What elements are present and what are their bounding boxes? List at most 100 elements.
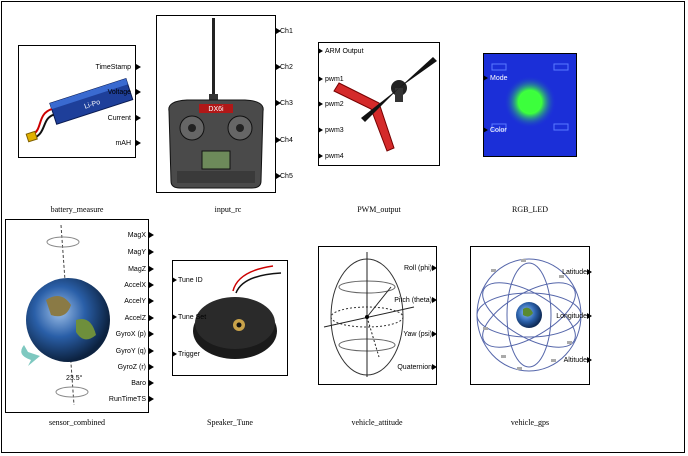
rc-ch3-arrow (276, 100, 281, 106)
svg-text:Li-Po: Li-Po (84, 99, 102, 111)
rc-ch4-port[interactable]: Ch4 (280, 137, 293, 144)
pwm-output-title: PWM_output (357, 205, 401, 214)
gps-longitude-arrow (587, 313, 592, 319)
sensor-magx-port[interactable]: MagX (127, 232, 146, 239)
battery-voltage-port[interactable]: Voltage (107, 89, 131, 96)
battery-current-arrow (136, 115, 141, 121)
attitude-pitch-arrow (432, 297, 437, 303)
battery-timestamp-port[interactable]: TimeStamp (95, 64, 131, 71)
vehicle-attitude-block[interactable] (318, 246, 437, 385)
speaker-tuneid-port[interactable]: Tune ID (178, 277, 203, 284)
pwm-pwm1-arrow (318, 76, 323, 82)
rgb-color-port[interactable]: Color (490, 127, 507, 134)
pwm-pwm1-port[interactable]: pwm1 (325, 76, 344, 83)
pwm-pwm2-arrow (318, 101, 323, 107)
speaker-tuneset-arrow (172, 314, 177, 320)
rgb-mode-port[interactable]: Mode (490, 75, 508, 82)
rc-ch2-arrow (276, 64, 281, 70)
gps-constellation-icon (476, 258, 582, 372)
sensor-accelz-port[interactable]: AccelZ (124, 315, 146, 322)
sensor-accely-arrow (149, 298, 154, 304)
gps-latitude-port[interactable]: Latitude (562, 269, 587, 276)
vehicle-attitude-title: vehicle_attitude (351, 418, 403, 427)
sensor-baro-port[interactable]: Baro (131, 380, 146, 387)
rc-brand-text: DX6i (208, 106, 224, 113)
battery-mah-arrow (136, 140, 141, 146)
pwm-output-block[interactable] (318, 42, 440, 166)
speaker-tuneid-arrow (172, 277, 177, 283)
battery-mah-port[interactable]: mAH (115, 140, 131, 147)
rc-ch5-port[interactable]: Ch5 (280, 173, 293, 180)
led-board-icon (484, 54, 576, 156)
buzzer-icon (193, 265, 282, 359)
attitude-quaternion-arrow (432, 364, 437, 370)
sensor-accelx-arrow (149, 282, 154, 288)
rgb-led-title: RGB_LED (512, 205, 548, 214)
attitude-pitch-port[interactable]: Pitch (theta) (394, 297, 432, 304)
rgb-mode-arrow (483, 75, 488, 81)
sensor-combined-block[interactable]: 23.5° (5, 219, 149, 413)
pwm-pwm3-arrow (318, 127, 323, 133)
gps-altitude-port[interactable]: Altitude (563, 357, 587, 364)
axial-tilt-label: 23.5° (66, 374, 83, 382)
sensor-combined-title: sensor_combined (49, 418, 105, 427)
sensor-magz-port[interactable]: MagZ (128, 266, 146, 273)
battery-current-port[interactable]: Current (107, 115, 131, 122)
rgb-color-arrow (483, 127, 488, 133)
vehicle-gps-title: vehicle_gps (510, 418, 550, 427)
battery-measure-title: battery_measure (50, 205, 104, 214)
battery-measure-block[interactable]: Li-Po (18, 45, 136, 158)
pwm-pwm4-port[interactable]: pwm4 (325, 153, 344, 160)
speaker-trigger-arrow (172, 351, 177, 357)
gps-altitude-arrow (587, 357, 592, 363)
input-rc-title: input_rc (214, 205, 242, 214)
sensor-baro-arrow (149, 380, 154, 386)
pwm-arm-arrow (318, 48, 323, 54)
sensor-magz-arrow (149, 266, 154, 272)
lipo-battery-icon: Li-Po (25, 78, 134, 143)
gps-latitude-arrow (587, 269, 592, 275)
sensor-magy-arrow (149, 249, 154, 255)
sensor-gyrox-arrow (149, 331, 154, 337)
rc-ch2-port[interactable]: Ch2 (280, 64, 293, 71)
attitude-quaternion-port[interactable]: Quaternion (397, 364, 432, 371)
sensor-gyroz-port[interactable]: GyroZ (r) (117, 364, 146, 371)
rc-ch5-arrow (276, 173, 281, 179)
sensor-runtime-port[interactable]: RunTimeTS (108, 396, 146, 403)
sensor-accelx-port[interactable]: AccelX (124, 282, 146, 289)
gps-longitude-port[interactable]: Longitude (556, 313, 587, 320)
speaker-tuneset-port[interactable]: Tune Set (178, 314, 207, 321)
attitude-yaw-port[interactable]: Yaw (psi) (403, 331, 432, 338)
battery-voltage-arrow (136, 89, 141, 95)
rc-ch1-port[interactable]: Ch1 (280, 28, 293, 35)
pwm-arm-port[interactable]: ARM Output (325, 48, 364, 55)
rc-ch3-port[interactable]: Ch3 (280, 100, 293, 107)
earth-rotation-icon: 23.5° (21, 224, 110, 406)
pwm-pwm2-port[interactable]: pwm2 (325, 101, 344, 108)
sensor-accely-port[interactable]: AccelY (124, 298, 146, 305)
sensor-gyroy-arrow (149, 348, 154, 354)
sensor-magx-arrow (149, 232, 154, 238)
speaker-tune-title: Speaker_Tune (207, 418, 253, 427)
sensor-gyrox-port[interactable]: GyroX (p) (115, 331, 146, 338)
vehicle-gps-block[interactable] (470, 246, 590, 385)
pwm-pwm4-arrow (318, 153, 323, 159)
attitude-sphere-icon (323, 252, 415, 377)
rc-ch4-arrow (276, 137, 281, 143)
speaker-trigger-port[interactable]: Trigger (178, 351, 200, 358)
battery-timestamp-arrow (136, 64, 141, 70)
input-rc-block[interactable]: DX6i (156, 15, 276, 193)
rc-transmitter-icon: DX6i (168, 18, 264, 189)
attitude-roll-port[interactable]: Roll (phi) (403, 265, 432, 272)
motor-propeller-icon (333, 57, 437, 152)
sensor-accelz-arrow (149, 315, 154, 321)
attitude-yaw-arrow (432, 331, 437, 337)
pwm-pwm3-port[interactable]: pwm3 (325, 127, 344, 134)
rgb-led-block[interactable] (483, 53, 577, 157)
speaker-tune-block[interactable] (172, 260, 288, 376)
rc-ch1-arrow (276, 28, 281, 34)
sensor-runtime-arrow (149, 396, 154, 402)
sensor-magy-port[interactable]: MagY (127, 249, 146, 256)
attitude-roll-arrow (432, 265, 437, 271)
sensor-gyroy-port[interactable]: GyroY (q) (115, 348, 146, 355)
